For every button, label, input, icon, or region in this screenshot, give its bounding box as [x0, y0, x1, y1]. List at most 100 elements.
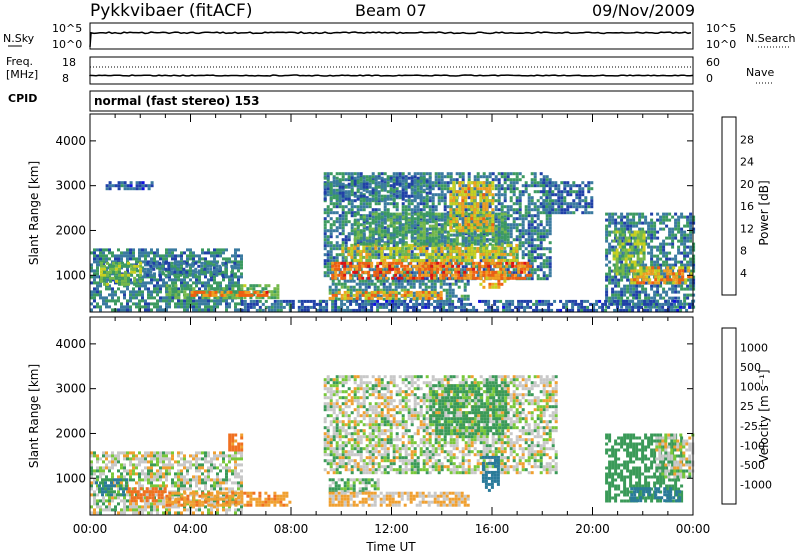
power-cell — [329, 211, 333, 215]
power-cell — [470, 258, 474, 262]
power-cell — [192, 275, 195, 279]
power-cell — [377, 212, 381, 216]
power-cell — [380, 235, 384, 239]
power-cell — [416, 252, 420, 256]
power-cell — [385, 291, 389, 295]
power-cell — [575, 196, 579, 200]
power-cell — [237, 308, 240, 312]
power-cell — [443, 230, 447, 234]
power-cell — [377, 215, 381, 219]
power-cell — [440, 215, 444, 219]
power-cell — [530, 241, 534, 245]
power-cell — [129, 296, 132, 300]
power-cell — [494, 199, 498, 203]
power-cell — [96, 305, 99, 309]
power-cell — [443, 193, 447, 197]
power-cell — [491, 253, 495, 257]
power-cell — [512, 238, 516, 242]
power-cell — [96, 266, 99, 270]
power-cell — [524, 181, 528, 185]
power-cell — [448, 282, 452, 286]
power-cell — [103, 279, 106, 283]
power-cell — [332, 211, 336, 215]
power-cell — [246, 305, 250, 309]
power-cell — [479, 259, 483, 263]
power-cell — [551, 193, 555, 197]
power-cell — [515, 196, 519, 200]
power-cell — [380, 218, 384, 222]
power-cell — [108, 257, 111, 261]
power-cell — [395, 242, 399, 246]
power-cell — [368, 221, 372, 225]
power-cell — [458, 187, 462, 191]
power-cell — [437, 214, 441, 218]
power-cell — [566, 181, 570, 185]
power-cell — [234, 296, 238, 300]
power-cell — [410, 182, 414, 186]
power-cell — [482, 214, 486, 218]
power-cell — [158, 273, 162, 277]
power-cell — [422, 224, 426, 228]
power-cell — [605, 296, 609, 300]
power-cell — [443, 252, 447, 256]
power-cell — [367, 270, 371, 274]
power-cell — [505, 276, 509, 280]
power-cell — [520, 267, 524, 271]
power-cell — [233, 261, 237, 265]
power-cell — [115, 279, 118, 283]
power-cell — [368, 176, 372, 180]
nsky-label: N.Sky — [3, 32, 35, 45]
power-cell — [533, 232, 537, 236]
power-cell — [446, 255, 450, 259]
power-cell — [328, 296, 332, 300]
power-cell — [297, 308, 301, 312]
power-cell — [159, 287, 162, 291]
power-cell — [514, 273, 518, 277]
power-cell — [407, 194, 411, 198]
power-cell — [542, 190, 546, 194]
power-cell — [105, 284, 108, 288]
power-cell — [120, 251, 123, 255]
power-cell — [276, 308, 280, 312]
power-cell — [431, 212, 435, 216]
power-cell — [458, 217, 462, 221]
power-cell — [323, 226, 327, 230]
power-cell — [356, 179, 360, 183]
power-cell — [418, 267, 422, 271]
power-cell — [491, 235, 495, 239]
power-cell — [358, 279, 362, 283]
power-cell — [383, 226, 387, 230]
power-cell — [213, 260, 216, 264]
power-cell — [422, 227, 426, 231]
power-cell — [343, 296, 347, 300]
power-cell — [276, 302, 280, 306]
power-cell — [323, 274, 327, 278]
power-cell — [326, 211, 330, 215]
power-cell — [482, 211, 486, 215]
power-cell — [133, 282, 137, 286]
power-cell — [382, 290, 386, 294]
power-cell — [404, 191, 408, 195]
power-cell — [335, 244, 339, 248]
power-cell — [427, 261, 431, 265]
power-cell — [240, 287, 244, 291]
power-cell — [460, 276, 464, 280]
power-cell — [524, 217, 528, 221]
power-cell — [201, 251, 204, 255]
power-cell — [356, 230, 360, 234]
power-cell — [177, 299, 180, 303]
power-cell — [494, 252, 498, 256]
power-cell — [338, 185, 342, 189]
power-cell — [371, 218, 375, 222]
power-cell — [329, 197, 333, 201]
power-cell — [133, 267, 137, 271]
power-cell — [392, 178, 396, 182]
power-cell — [355, 296, 359, 300]
power-cell — [464, 239, 468, 243]
power-cell — [467, 246, 471, 250]
power-cell — [542, 208, 546, 212]
power-cell — [412, 294, 416, 298]
power-cell — [539, 229, 543, 233]
power-cell — [527, 253, 531, 257]
power-cell — [455, 230, 459, 234]
